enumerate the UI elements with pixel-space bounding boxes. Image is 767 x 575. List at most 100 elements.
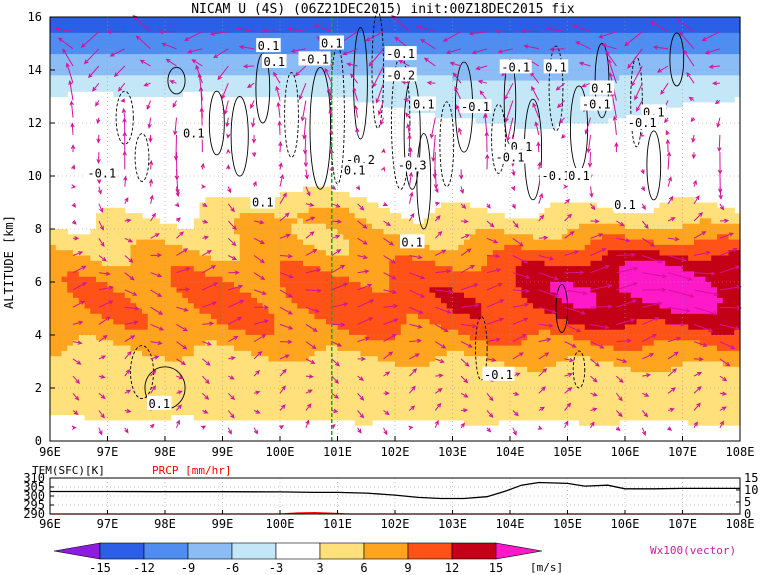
shading-cell: [464, 276, 471, 283]
shading-cell: [389, 409, 396, 416]
shading-cell: [107, 324, 114, 331]
shading-cell: [119, 303, 126, 310]
shading-cell: [331, 398, 339, 405]
shading-cell: [331, 329, 339, 336]
shading-cell: [262, 271, 270, 278]
shading-cell: [331, 48, 339, 55]
shading-cell: [280, 414, 287, 421]
shading-cell: [452, 229, 459, 235]
shading-cell: [498, 345, 505, 352]
shading-cell: [343, 361, 350, 368]
shading-cell: [193, 403, 201, 410]
shading-cell: [188, 22, 195, 29]
shading-cell: [245, 59, 252, 66]
shading-cell: [556, 223, 563, 230]
shading-cell: [193, 17, 201, 23]
shading-cell: [257, 27, 264, 34]
shading-cell: [90, 38, 97, 45]
shading-cell: [527, 229, 534, 235]
shading-cell: [458, 207, 465, 214]
shading-cell: [406, 32, 413, 39]
shading-cell: [239, 324, 247, 331]
shading-cell: [314, 276, 321, 283]
shading-cell: [464, 27, 471, 34]
shading-cell: [153, 319, 160, 325]
shading-cell: [119, 260, 126, 267]
shading-cell: [73, 43, 80, 50]
shading-cell: [487, 345, 494, 352]
shading-cell: [469, 22, 477, 29]
shading-cell: [61, 292, 68, 299]
shading-cell: [193, 356, 201, 363]
shading-cell: [423, 22, 431, 29]
shading-cell: [176, 266, 183, 272]
shading-cell: [458, 27, 465, 34]
shading-cell: [280, 324, 287, 331]
shading-cell: [464, 250, 471, 257]
shading-cell: [360, 244, 367, 251]
shading-cell: [383, 260, 390, 267]
shading-cell: [285, 48, 293, 55]
shading-cell: [61, 393, 68, 400]
shading-cell: [119, 22, 126, 29]
shading-cell: [107, 207, 114, 214]
shading-cell: [262, 350, 270, 357]
shading-cell: [366, 393, 373, 400]
shading-cell: [533, 22, 540, 29]
shading-cell: [280, 250, 287, 257]
shading-cell: [274, 345, 281, 352]
shading-cell: [383, 101, 390, 108]
shading-cell: [372, 202, 379, 209]
shading-cell: [107, 350, 114, 357]
shading-cell: [504, 324, 511, 331]
shading-cell: [285, 191, 293, 198]
shading-cell: [320, 409, 327, 416]
shading-cell: [366, 22, 373, 29]
shading-cell: [527, 27, 534, 34]
shading-cell: [400, 260, 408, 267]
shading-cell: [216, 271, 224, 278]
shading-cell: [147, 292, 155, 299]
shading-cell: [521, 340, 528, 347]
shading-cell: [441, 372, 448, 378]
shading-cell: [458, 234, 465, 241]
shading-cell: [268, 75, 275, 82]
shading-cell: [245, 366, 252, 373]
shading-cell: [124, 80, 132, 87]
shading-cell: [504, 340, 511, 347]
shading-cell: [469, 91, 477, 98]
shading-cell: [274, 27, 281, 34]
shading-cell: [142, 356, 149, 363]
shading-cell: [498, 75, 505, 82]
shading-cell: [400, 414, 408, 421]
shading-cell: [314, 239, 321, 246]
shading-cell: [101, 308, 109, 315]
shading-cell: [50, 377, 57, 384]
shading-cell: [389, 335, 396, 341]
shading-cell: [245, 207, 252, 214]
shading-cell: [234, 372, 241, 378]
shading-cell: [274, 340, 281, 347]
shading-cell: [308, 43, 316, 50]
shading-cell: [262, 335, 270, 341]
shading-cell: [383, 377, 390, 384]
shading-cell: [418, 303, 425, 310]
shading-cell: [475, 324, 482, 331]
shading-cell: [515, 27, 523, 34]
shading-cell: [331, 292, 339, 299]
shading-cell: [550, 366, 557, 373]
shading-cell: [337, 350, 344, 357]
shading-cell: [423, 239, 431, 246]
shading-cell: [136, 22, 143, 29]
shading-cell: [182, 335, 189, 341]
shading-cell: [441, 313, 448, 320]
shading-cell: [377, 276, 385, 283]
shading-cell: [170, 356, 178, 363]
shading-cell: [498, 282, 505, 288]
shading-cell: [458, 260, 465, 267]
shading-cell: [211, 64, 218, 71]
shading-cell: [142, 229, 149, 235]
shading-cell: [61, 239, 68, 246]
shading-cell: [533, 54, 540, 60]
shading-cell: [84, 308, 91, 315]
